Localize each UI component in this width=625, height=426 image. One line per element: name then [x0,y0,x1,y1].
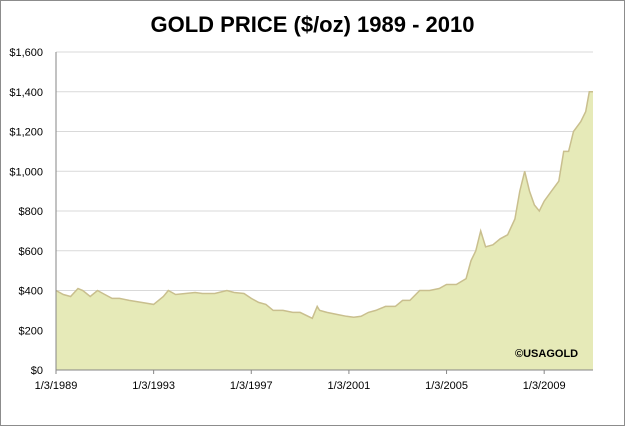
credit-label: ©USAGOLD [515,348,578,360]
x-tick-label: 1/3/2009 [523,380,566,392]
y-tick-label: $600 [19,246,43,258]
y-tick-label: $1,000 [9,166,43,178]
y-tick-label: $1,600 [9,47,43,59]
y-axis-ticks: $0 $200 $400 $600 $800 $1,000 $1,200 $1,400 $1,6… [9,47,43,377]
y-tick-label: $400 [19,286,43,298]
price-line [55,91,593,320]
x-tick-label: 1/3/1993 [132,380,175,392]
price-series [55,91,593,371]
y-tick-label: $800 [19,206,43,218]
y-tick-label: $1,200 [9,127,43,139]
x-tick-label: 1/3/2001 [327,380,370,392]
x-tick-label: 1/3/2005 [425,380,468,392]
y-tick-label: $200 [19,325,43,337]
price-area [56,91,593,371]
axes [55,52,593,371]
y-tick-label: $0 [31,365,43,377]
x-axis-ticks: 1/3/1989 1/3/1993 1/3/1997 1/3/2001 1/3/2005… [35,370,566,392]
x-tick-label: 1/3/1997 [230,380,273,392]
y-tick-label: $1,400 [9,87,43,99]
chart-title: GOLD PRICE ($/oz) 1989 - 2010 [150,12,475,37]
x-tick-label: 1/3/1989 [35,380,78,392]
